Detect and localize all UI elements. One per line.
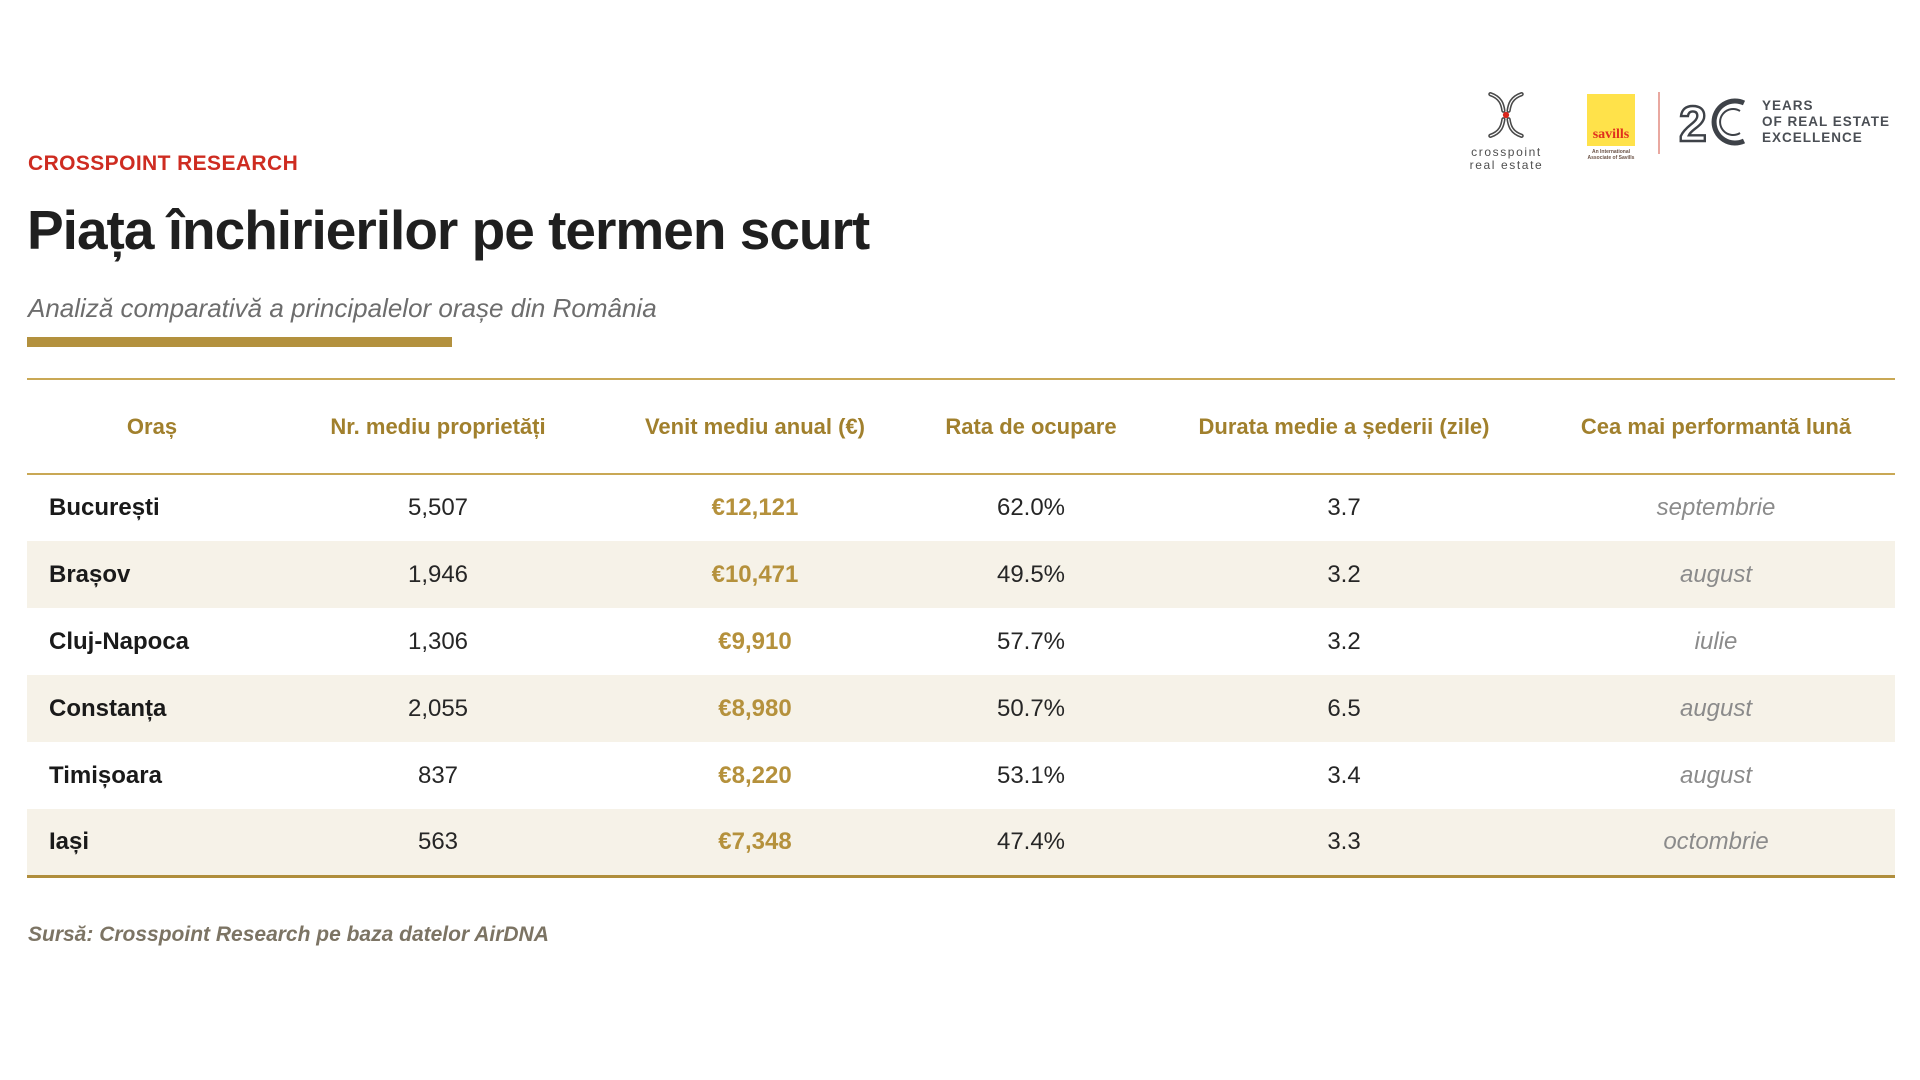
stay-cell: 3.7 — [1327, 494, 1361, 521]
savills-logo-icon: savills — [1586, 94, 1635, 146]
city-cell: Constanța — [49, 694, 167, 722]
column-header-revenue: Venit mediu anual (€) — [644, 413, 866, 439]
properties-cell: 5,507 — [407, 494, 469, 521]
revenue-cell: €10,471 — [711, 560, 799, 588]
table-row: Timișoara 837 €8,220 53.1% 3.4 august — [27, 742, 1895, 809]
table-row: Constanța 2,055 €8,980 50.7% 6.5 august — [27, 675, 1895, 742]
column-header-month: Cea mai performantă lună — [1580, 413, 1852, 439]
research-label: CROSSPOINT RESEARCH — [28, 152, 299, 175]
revenue-cell: €8,980 — [718, 694, 792, 722]
page-subtitle: Analiză comparativă a principalelor oraș… — [28, 293, 657, 323]
page-title: Piața închirierilor pe termen scurt — [27, 199, 870, 261]
city-cell: Brașov — [49, 560, 131, 588]
column-header-occupancy: Rata de ocupare — [945, 413, 1117, 439]
properties-cell: 563 — [417, 827, 459, 855]
month-cell: august — [1679, 694, 1753, 722]
anniversary-text-line2: OF REAL ESTATE — [1761, 114, 1890, 129]
svg-text:2: 2 — [1679, 96, 1707, 148]
revenue-cell: €12,121 — [711, 494, 799, 521]
savills-wordmark: savills — [1592, 127, 1630, 142]
savills-logo: savills An International Associate of Sa… — [1582, 94, 1640, 161]
source-note: Sursă: Crosspoint Research pe baza datel… — [28, 923, 549, 946]
crosspoint-logo-icon — [1488, 92, 1525, 138]
table-row: Brașov 1,946 €10,471 49.5% 3.2 august — [27, 541, 1895, 608]
logo-strip: crosspoint real estate savills An Intern… — [1449, 88, 1890, 172]
anniversary-text-line3: EXCELLENCE — [1761, 130, 1863, 145]
month-cell: august — [1679, 761, 1753, 789]
occupancy-cell: 62.0% — [996, 494, 1066, 521]
city-cell: București — [49, 494, 160, 521]
table-row: Iași 563 €7,348 47.4% 3.3 octombrie — [27, 809, 1895, 876]
stay-cell: 3.2 — [1327, 560, 1361, 588]
month-cell: septembrie — [1656, 494, 1776, 521]
occupancy-cell: 50.7% — [996, 694, 1066, 722]
properties-cell: 1,306 — [407, 627, 469, 655]
table-row: București 5,507 €12,121 62.0% 3.7 septem… — [27, 474, 1895, 541]
occupancy-cell: 57.7% — [996, 627, 1066, 655]
stay-cell: 3.2 — [1327, 627, 1361, 655]
city-cell: Iași — [49, 827, 90, 855]
column-header-stay: Durata medie a șederii (zile) — [1198, 413, 1490, 439]
properties-cell: 2,055 — [407, 694, 469, 722]
savills-subtext-line2: Associate of Savills — [1587, 155, 1635, 161]
stay-cell: 3.3 — [1327, 827, 1361, 855]
crosspoint-logo: crosspoint real estate — [1449, 88, 1564, 172]
occupancy-cell: 53.1% — [996, 761, 1066, 789]
revenue-cell: €8,220 — [718, 761, 792, 789]
occupancy-cell: 49.5% — [996, 560, 1066, 588]
anniversary-text: YEARS OF REAL ESTATE EXCELLENCE — [1762, 98, 1890, 146]
revenue-cell: €9,910 — [718, 627, 792, 655]
stay-cell: 6.5 — [1327, 694, 1361, 722]
city-cell: Timișoara — [49, 761, 162, 789]
month-cell: iulie — [1694, 627, 1738, 655]
subtitle-accent-bar — [27, 337, 452, 347]
anniversary-logo: 2 YEARS OF REAL ESTATE EXCELLENCE — [1678, 96, 1890, 148]
revenue-cell: €7,348 — [718, 827, 792, 855]
anniversary-text-line1: YEARS — [1761, 98, 1814, 113]
column-header-properties: Nr. mediu proprietăți — [330, 413, 546, 439]
crosspoint-logo-line1: crosspoint — [1471, 145, 1542, 159]
stay-cell: 3.4 — [1327, 761, 1361, 789]
table-row: Cluj-Napoca 1,306 €9,910 57.7% 3.2 iulie — [27, 608, 1895, 675]
logo-divider — [1657, 92, 1660, 154]
comparison-table: Oraș Nr. mediu proprietăți Venit mediu a… — [27, 378, 1895, 878]
city-cell: Cluj-Napoca — [49, 627, 190, 655]
properties-cell: 837 — [417, 761, 459, 789]
column-header-city: Oraș — [126, 413, 178, 439]
table-container: Oraș Nr. mediu proprietăți Venit mediu a… — [27, 378, 1895, 878]
occupancy-cell: 47.4% — [996, 827, 1066, 855]
savills-subtext: An International Associate of Savills — [1588, 149, 1635, 161]
table-header-row: Oraș Nr. mediu proprietăți Venit mediu a… — [27, 379, 1895, 474]
savills-subtext-line1: An International — [1591, 149, 1631, 155]
properties-cell: 1,946 — [407, 560, 469, 588]
month-cell: august — [1679, 560, 1753, 588]
crosspoint-logo-text: crosspoint real estate — [1470, 146, 1544, 172]
crosspoint-logo-line2: real estate — [1469, 158, 1544, 172]
month-cell: octombrie — [1663, 827, 1769, 855]
anniversary-20-icon: 2 — [1678, 96, 1746, 148]
